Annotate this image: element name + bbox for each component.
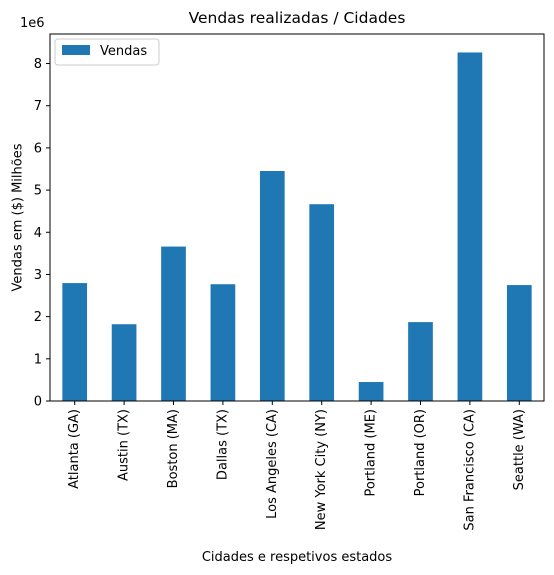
- x-tick-label: Dallas (TX): [215, 409, 230, 480]
- bar-5: [309, 204, 335, 401]
- x-axis-ticks: Atlanta (GA) Austin (TX) Boston (MA) Dallas…: [67, 401, 527, 531]
- bar-1: [111, 324, 137, 401]
- x-tick-label: New York City (NY): [314, 409, 329, 530]
- legend: Vendas: [54, 38, 160, 66]
- bar-4: [259, 171, 285, 401]
- y-tick-label: 3: [34, 268, 42, 283]
- bars-group: [62, 52, 532, 401]
- x-tick-label: Seattle (WA): [512, 409, 527, 490]
- legend-swatch: [62, 45, 90, 55]
- y-tick-label: 0: [34, 395, 42, 410]
- y-tick-label: 1: [34, 352, 42, 367]
- y-tick-label: 6: [34, 141, 42, 156]
- x-tick-label: Austin (TX): [117, 409, 132, 481]
- y-axis-offset-label: 1e6: [20, 16, 45, 31]
- x-tick-label: Portland (ME): [364, 409, 379, 497]
- y-tick-label: 4: [34, 226, 42, 241]
- x-tick-label: Portland (OR): [413, 409, 428, 496]
- bar-7: [408, 322, 433, 401]
- bar-6: [358, 382, 384, 401]
- x-tick-label: San Francisco (CA): [462, 409, 477, 531]
- y-axis-ticks: 0 1 2 3 4 5 6 7 8: [34, 57, 50, 410]
- chart-title: Vendas realizadas / Cidades: [189, 9, 406, 27]
- y-tick-label: 8: [34, 57, 42, 72]
- y-tick-label: 7: [34, 99, 42, 114]
- bar-0: [62, 283, 88, 401]
- bar-9: [506, 285, 532, 401]
- bar-2: [161, 246, 186, 401]
- y-tick-label: 5: [34, 184, 42, 199]
- bar-8: [457, 52, 483, 401]
- y-axis-label: Vendas em ($) Milhões: [11, 143, 26, 291]
- bar-3: [210, 284, 236, 401]
- y-tick-label: 2: [34, 310, 42, 325]
- legend-label: Vendas: [100, 44, 147, 59]
- x-axis-label: Cidades e respetivos estados: [202, 550, 393, 565]
- x-tick-label: Boston (MA): [166, 409, 181, 488]
- x-tick-label: Los Angeles (CA): [265, 409, 280, 519]
- x-tick-label: Atlanta (GA): [67, 409, 82, 489]
- plot-area-frame: [49, 33, 545, 402]
